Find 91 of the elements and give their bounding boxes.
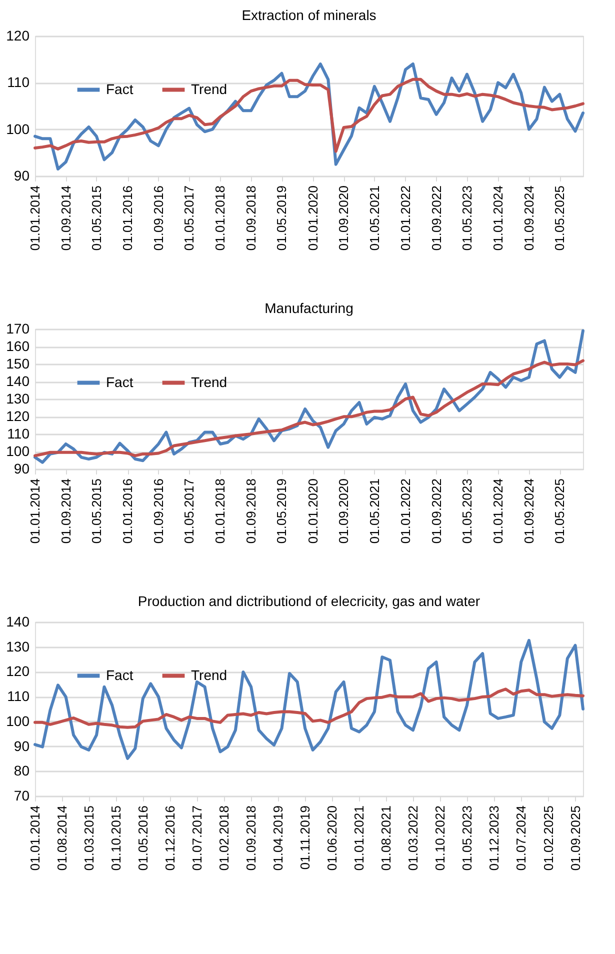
x-tick-label: 01.04.2019 [270, 806, 286, 871]
legend-label: Trend [191, 374, 228, 390]
x-tick-label: 01.05.2017 [182, 186, 197, 251]
y-tick-label: 120 [6, 408, 30, 424]
x-tick-label: 01.09.2024 [521, 186, 536, 251]
x-tick-label: 01.01.2014 [28, 186, 42, 251]
line-series [34, 78, 584, 153]
x-tick-label: 01.02.2018 [216, 806, 232, 871]
chart-title: Manufacturing [264, 300, 354, 316]
x-tick-label: 01.06.2020 [324, 806, 340, 871]
legend-label: Fact [106, 80, 134, 97]
x-tick-label: 01.01.2014 [28, 478, 42, 544]
x-tick-label: 01.05.2016 [135, 806, 150, 871]
legend-label: Trend [191, 80, 228, 97]
y-tick-label: 170 [6, 320, 30, 336]
x-tick-label: 01.12.2016 [162, 806, 178, 871]
x-tick-label: 01.05.2015 [88, 186, 104, 251]
y-tick-label: 140 [6, 373, 30, 389]
x-tick-label: 01.09.2024 [521, 478, 536, 544]
x-tick-label: 01.09.2020 [336, 186, 352, 251]
x-tick-label: 01.01.2020 [305, 478, 320, 544]
x-tick-label: 01.05.2017 [182, 478, 197, 544]
x-tick-label: 01.07.2024 [514, 806, 529, 871]
legend-label: Trend [191, 666, 228, 683]
x-tick-label: 01.05.2023 [459, 806, 474, 871]
x-tick-label: 01.09.2022 [428, 186, 444, 251]
y-tick-label: 130 [6, 638, 30, 654]
y-tick-label: 120 [6, 663, 30, 680]
y-tick-label: 120 [6, 28, 30, 44]
y-tick-label: 160 [6, 338, 30, 354]
x-tick-label: 01.09.2020 [336, 478, 352, 544]
x-tick-label: 01.09.2018 [244, 186, 259, 251]
line-series [34, 688, 584, 729]
x-tick-label: 01.05.2025 [552, 478, 568, 544]
y-tick-label: 90 [14, 168, 30, 184]
y-tick-label: 130 [6, 390, 30, 406]
x-tick-label: 01.09.2018 [244, 806, 259, 871]
x-tick-label: 01.05.2019 [274, 478, 290, 544]
x-tick-label: 01.09.2014 [58, 478, 74, 544]
x-tick-label: 01.02.2025 [540, 806, 556, 871]
y-tick-label: 70 [14, 788, 30, 804]
x-tick-label: 01.05.2023 [459, 478, 474, 544]
y-tick-label: 110 [7, 426, 30, 442]
x-tick-label: 01.01.2016 [120, 186, 136, 251]
y-tick-label: 110 [7, 688, 30, 704]
y-tick-label: 90 [14, 738, 30, 754]
x-tick-label: 01.01.2018 [212, 478, 228, 544]
x-tick-label: 01.07.2017 [189, 806, 204, 871]
x-tick-label: 01.05.2015 [88, 478, 104, 544]
x-tick-label: 01.01.2024 [490, 478, 506, 544]
x-tick-label: 01.03.2022 [405, 806, 420, 871]
y-tick-label: 150 [6, 356, 30, 372]
x-tick-label: 01.05.2021 [366, 186, 382, 251]
x-tick-label: 01.09.2018 [244, 478, 259, 544]
y-tick-label: 110 [7, 74, 30, 90]
y-tick-label: 100 [6, 443, 30, 459]
y-tick-label: 90 [14, 460, 30, 476]
y-tick-label: 100 [6, 712, 30, 729]
legend-label: Fact [106, 666, 134, 683]
x-tick-label: 01.03.2015 [81, 806, 96, 871]
x-tick-label: 01.01.2022 [398, 186, 413, 251]
y-tick-label: 100 [6, 120, 30, 137]
x-tick-label: 01.08.2021 [378, 806, 394, 871]
x-tick-label: 01.01.2014 [28, 806, 42, 871]
x-tick-label: 01.08.2014 [54, 806, 70, 871]
chart-title: Production and dictributiond of elecricity, gas and water [138, 593, 480, 609]
x-tick-label: 01.09.2022 [428, 478, 444, 544]
x-tick-label: 01.01.2024 [490, 186, 506, 251]
x-tick-label: 01.09.2016 [150, 478, 166, 544]
x-tick-label: 01.12.2023 [486, 806, 502, 871]
x-tick-label: 01.01.2022 [398, 478, 413, 544]
x-tick-label: 01.05.2019 [274, 186, 290, 251]
x-tick-label: 01.10.2015 [108, 806, 124, 871]
y-tick-label: 80 [14, 762, 30, 779]
x-tick-label: 01.10.2022 [432, 806, 448, 871]
x-tick-label: 01.09.2025 [568, 806, 583, 871]
line-series [34, 359, 584, 458]
legend-label: Fact [106, 374, 134, 390]
x-tick-label: 01.05.2025 [552, 186, 568, 251]
x-tick-label: 01.11.2019 [298, 806, 313, 870]
x-tick-label: 01.05.2021 [366, 478, 382, 544]
x-tick-label: 01.05.2023 [459, 186, 474, 251]
line-series [34, 638, 584, 760]
x-tick-label: 01.09.2014 [58, 186, 74, 251]
x-tick-label: 01.09.2016 [150, 186, 166, 251]
chart-title: Extraction of minerals [242, 7, 376, 23]
y-tick-label: 140 [6, 614, 30, 630]
x-tick-label: 01.01.2020 [305, 186, 320, 251]
x-tick-label: 01.01.2021 [352, 806, 367, 871]
x-tick-label: 01.01.2018 [212, 186, 228, 251]
x-tick-label: 01.01.2016 [120, 478, 136, 544]
